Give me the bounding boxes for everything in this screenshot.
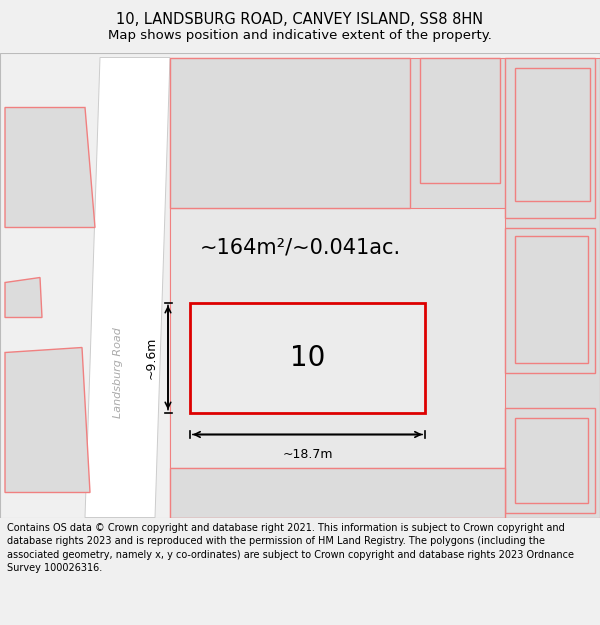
Text: Map shows position and indicative extent of the property.: Map shows position and indicative extent… — [108, 29, 492, 42]
Polygon shape — [515, 68, 590, 201]
Polygon shape — [85, 58, 170, 518]
Polygon shape — [170, 208, 505, 468]
Polygon shape — [515, 236, 588, 362]
Polygon shape — [505, 228, 595, 372]
Polygon shape — [505, 408, 595, 512]
Text: ~164m²/~0.041ac.: ~164m²/~0.041ac. — [199, 238, 401, 258]
Polygon shape — [5, 107, 95, 228]
Polygon shape — [5, 348, 90, 493]
Polygon shape — [505, 58, 595, 218]
Polygon shape — [170, 58, 410, 208]
Text: ~18.7m: ~18.7m — [282, 449, 333, 461]
Text: Contains OS data © Crown copyright and database right 2021. This information is : Contains OS data © Crown copyright and d… — [7, 523, 574, 572]
Polygon shape — [420, 58, 500, 182]
Polygon shape — [170, 58, 600, 518]
Polygon shape — [5, 278, 42, 318]
Text: 10, LANDSBURG ROAD, CANVEY ISLAND, SS8 8HN: 10, LANDSBURG ROAD, CANVEY ISLAND, SS8 8… — [116, 12, 484, 28]
Text: 10: 10 — [290, 344, 325, 371]
Polygon shape — [170, 468, 505, 518]
Polygon shape — [190, 302, 425, 412]
Polygon shape — [515, 418, 588, 502]
Text: ~9.6m: ~9.6m — [145, 336, 158, 379]
Text: Landsburg Road: Landsburg Road — [113, 327, 123, 418]
